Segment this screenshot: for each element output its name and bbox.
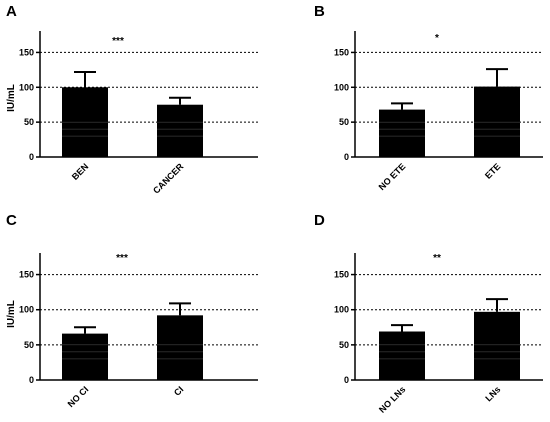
category-label: ETE	[483, 161, 502, 180]
y-tick-label: 0	[344, 375, 349, 385]
panel-b: B NO ETE ETE 0 50 100 150 *	[314, 3, 543, 192]
y-tick-label: 150	[19, 270, 34, 280]
panel-letter: C	[6, 212, 17, 229]
category-label: CI	[172, 384, 185, 397]
category-label: NO CI	[66, 384, 91, 409]
panel-letter: D	[314, 212, 325, 229]
y-tick-label: 0	[29, 375, 34, 385]
y-tick-label: 150	[334, 270, 349, 280]
y-tick-label: 50	[24, 117, 34, 127]
bar	[474, 311, 520, 380]
significance-marker: **	[433, 253, 441, 264]
y-tick-label: 150	[19, 47, 34, 57]
significance-marker: ***	[116, 253, 128, 264]
y-tick-label: 0	[29, 152, 34, 162]
significance-marker: *	[435, 33, 439, 44]
y-axis-label: IU/mL	[6, 300, 17, 328]
panel-letter: B	[314, 3, 325, 20]
y-tick-label: 100	[19, 82, 34, 92]
panel-c: C NO CI CI 0 50 100 150 IU/mL ***	[6, 212, 258, 409]
y-tick-label: 100	[19, 305, 34, 315]
category-label: LNs	[483, 384, 502, 403]
y-tick-label: 50	[24, 340, 34, 350]
significance-marker: ***	[112, 36, 124, 47]
panel-letter: A	[6, 3, 17, 20]
y-tick-label: 150	[334, 47, 349, 57]
panel-a: A BEN CANCER 0 50 100 150 IU/mL ***	[6, 3, 258, 196]
y-axis-label: IU/mL	[6, 84, 17, 112]
y-tick-label: 0	[344, 152, 349, 162]
bar	[379, 331, 425, 380]
bar	[62, 333, 108, 380]
y-tick-label: 50	[339, 340, 349, 350]
category-label: BEN	[70, 161, 91, 182]
y-tick-label: 100	[334, 305, 349, 315]
category-label: CANCER	[151, 161, 186, 196]
bar	[474, 86, 520, 157]
bar	[379, 109, 425, 157]
y-tick-label: 100	[334, 82, 349, 92]
panel-d: D NO LNs LNs 0 50 100 150 **	[314, 212, 543, 415]
y-tick-label: 50	[339, 117, 349, 127]
bar	[157, 315, 203, 380]
category-label: NO LNs	[377, 384, 407, 414]
category-label: NO ETE	[377, 161, 408, 192]
bar	[157, 104, 203, 157]
